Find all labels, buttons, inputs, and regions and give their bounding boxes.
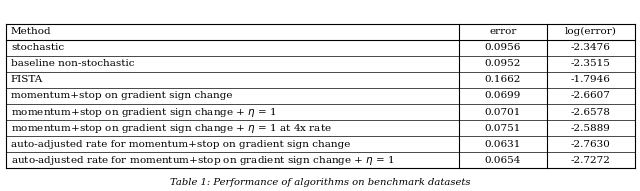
- Text: auto-adjusted rate for momentum+stop on gradient sign change: auto-adjusted rate for momentum+stop on …: [11, 140, 350, 149]
- Text: -2.7272: -2.7272: [571, 155, 611, 165]
- Text: momentum+stop on gradient sign change: momentum+stop on gradient sign change: [11, 91, 232, 100]
- Text: 0.0631: 0.0631: [484, 140, 521, 149]
- Text: auto-adjusted rate for momentum+stop on gradient sign change + $\eta$ = 1: auto-adjusted rate for momentum+stop on …: [11, 154, 395, 167]
- Text: -2.3476: -2.3476: [571, 43, 611, 52]
- Text: 0.0654: 0.0654: [484, 155, 521, 165]
- Text: log(error): log(error): [565, 27, 617, 36]
- Text: momentum+stop on gradient sign change + $\eta$ = 1 at 4x rate: momentum+stop on gradient sign change + …: [11, 121, 332, 134]
- Text: Method: Method: [11, 27, 51, 36]
- Text: stochastic: stochastic: [11, 43, 64, 52]
- Text: 0.1662: 0.1662: [484, 75, 521, 84]
- Text: momentum+stop on gradient sign change + $\eta$ = 1: momentum+stop on gradient sign change + …: [11, 105, 276, 118]
- Text: 0.0699: 0.0699: [484, 91, 521, 100]
- Text: 0.0956: 0.0956: [484, 43, 521, 52]
- Text: 0.0751: 0.0751: [484, 124, 521, 133]
- Text: 0.0701: 0.0701: [484, 108, 521, 117]
- Text: FISTA: FISTA: [11, 75, 43, 84]
- Text: Table 1: Performance of algorithms on benchmark datasets: Table 1: Performance of algorithms on be…: [170, 178, 470, 187]
- Text: -2.7630: -2.7630: [571, 140, 611, 149]
- Text: 0.0952: 0.0952: [484, 59, 521, 68]
- Text: error: error: [489, 27, 516, 36]
- Text: -2.6607: -2.6607: [571, 91, 611, 100]
- Text: -2.5889: -2.5889: [571, 124, 611, 133]
- Text: baseline non-stochastic: baseline non-stochastic: [11, 59, 134, 68]
- Text: -2.6578: -2.6578: [571, 108, 611, 117]
- Text: -2.3515: -2.3515: [571, 59, 611, 68]
- Text: -1.7946: -1.7946: [571, 75, 611, 84]
